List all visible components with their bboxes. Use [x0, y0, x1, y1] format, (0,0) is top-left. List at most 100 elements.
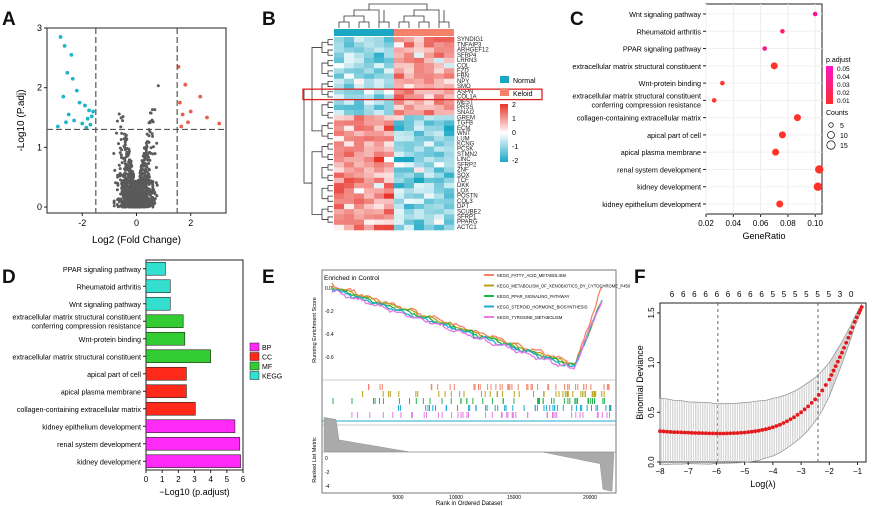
gene-label: LRRN3	[457, 58, 477, 64]
heatmap-cell	[354, 78, 365, 85]
ns-point	[127, 193, 131, 197]
ns-point	[139, 171, 143, 175]
deviance-point	[707, 431, 712, 436]
heatmap-cell	[404, 151, 415, 158]
heatmap-cell	[344, 219, 355, 226]
heatmap-cell	[344, 198, 355, 205]
heatmap-cell	[434, 188, 445, 194]
heatmap-cell	[384, 120, 395, 126]
ns-point	[150, 132, 154, 136]
ns-point	[154, 181, 158, 185]
error-upper	[659, 303, 863, 405]
ns-point	[145, 170, 149, 174]
ns-point	[124, 184, 127, 188]
dendro-branch	[327, 174, 333, 181]
heatmap-cell	[384, 146, 395, 153]
ns-point	[116, 198, 120, 202]
dendro-branch	[321, 187, 328, 200]
heatmap-cell	[424, 167, 435, 173]
heatmap-cell	[354, 141, 365, 147]
x-tick-label: 5000	[392, 495, 403, 501]
heatmap-cell	[374, 37, 385, 43]
x-tick-label: −8	[655, 467, 665, 476]
heatmap-cell	[424, 198, 435, 205]
heatmap-cell	[424, 224, 435, 231]
heatmap-cell	[394, 193, 405, 200]
dendro-branch	[321, 208, 328, 220]
ns-point	[153, 197, 157, 201]
heatmap-cell	[334, 115, 345, 121]
deviance-point	[792, 415, 796, 420]
top-count-label: 5	[804, 290, 809, 299]
ns-point	[149, 202, 153, 206]
heatmap-cell	[444, 162, 455, 168]
panel-labels: A B C D E F	[2, 9, 646, 288]
heatmap-cell	[354, 130, 365, 137]
ns-point	[145, 199, 149, 203]
heatmap-cell	[444, 110, 455, 116]
heatmap-cell	[384, 94, 395, 100]
heatmap-cell	[384, 167, 395, 173]
heatmap-cell	[434, 151, 445, 158]
heatmap-cell	[364, 130, 375, 137]
heatmap-cell	[354, 224, 365, 231]
deviance-point	[816, 393, 821, 397]
ns-point	[139, 175, 142, 179]
ns-point	[136, 193, 139, 197]
dendro-branch	[327, 70, 333, 77]
ns-point	[121, 193, 125, 197]
gene-label: ASPN	[457, 89, 473, 95]
top-count-label: 6	[759, 290, 764, 299]
up-point	[186, 120, 190, 125]
term-label: extracellular matrix structural constitu…	[572, 62, 701, 71]
up-point	[217, 121, 222, 126]
gene-label: ECM	[457, 126, 470, 132]
heatmap-cell	[384, 47, 395, 53]
heatmap-cell	[384, 73, 395, 80]
heatmap-cell	[334, 83, 345, 90]
ns-point	[123, 175, 127, 179]
heatmap-cell	[414, 42, 425, 48]
heatmap-cell	[444, 104, 455, 111]
ns-point	[127, 147, 131, 151]
heatmap-cell	[414, 104, 425, 111]
deviance-point	[858, 308, 863, 312]
heatmap-cell	[424, 94, 435, 100]
heatmap-cell	[444, 183, 455, 189]
ns-point	[132, 201, 136, 205]
heatmap-cell	[374, 57, 385, 64]
heatmap-cell	[414, 146, 425, 153]
heatmap-cell	[434, 162, 445, 168]
up-point	[198, 94, 203, 99]
heatmap-cell	[384, 99, 395, 106]
heatmap-cell	[344, 156, 355, 163]
x-axis-label: Rank in Ordered Dataset	[436, 501, 503, 506]
heatmap-cell	[334, 151, 345, 158]
heatmap-cell	[444, 120, 455, 126]
down-point	[87, 108, 91, 113]
heatmap-cell	[394, 203, 405, 210]
dot	[720, 80, 725, 86]
heatmap-cell	[404, 162, 415, 168]
x-tick-label: 6	[241, 475, 246, 484]
heatmap-cell	[344, 146, 355, 153]
y-tick-label: 2	[37, 83, 42, 93]
heatmap-cell	[394, 115, 405, 121]
heatmap-cell	[374, 78, 385, 85]
deviance-point	[788, 417, 793, 422]
plot-frame	[705, 3, 823, 215]
panel-label: B	[262, 9, 276, 30]
heatmap-cell	[424, 57, 435, 64]
ns-point	[113, 168, 117, 172]
heatmap-cell	[414, 151, 425, 158]
gene-label: ARHGEF12	[457, 48, 489, 54]
heatmap-cell	[384, 104, 395, 111]
deviance-point	[714, 431, 719, 436]
top-count-label: 5	[827, 290, 832, 299]
ns-point	[153, 108, 157, 112]
deviance-point	[846, 335, 851, 340]
heatmap-cell	[344, 188, 355, 194]
heatmap-cell	[414, 214, 425, 220]
heatmap-cell	[424, 52, 435, 59]
heatmap-cell	[384, 110, 395, 116]
